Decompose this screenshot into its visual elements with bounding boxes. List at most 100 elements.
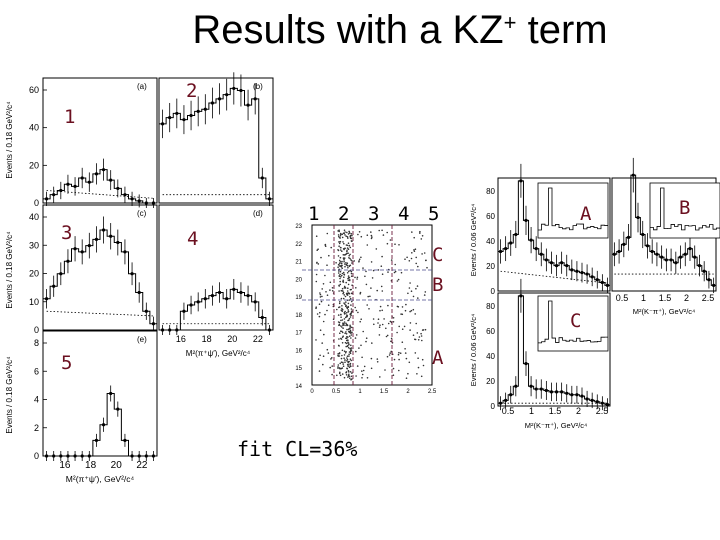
- y-tick-label-a: 20: [29, 160, 39, 170]
- scatter-point: [346, 307, 349, 310]
- scatter-label-4: 4: [398, 203, 410, 225]
- scatter-point: [423, 294, 426, 296]
- y-tick-label-e: 6: [34, 366, 39, 376]
- scatter-point: [349, 377, 351, 380]
- scatter-point: [389, 320, 392, 323]
- panel-frame-f: [497, 177, 611, 292]
- scatter-point: [409, 329, 411, 331]
- scatter-point: [366, 377, 369, 379]
- scatter-point: [392, 367, 395, 370]
- right-y-tick-f: 60: [486, 212, 495, 221]
- x-tick-label-e: 22: [136, 460, 148, 471]
- scatter-point: [342, 257, 345, 259]
- scatter-point: [347, 319, 349, 322]
- scatter-point: [385, 327, 387, 330]
- scatter-point: [347, 279, 350, 282]
- scatter-point: [338, 290, 340, 292]
- scatter-point: [403, 325, 406, 328]
- scatter-point: [341, 308, 344, 311]
- scatter-point: [338, 302, 341, 305]
- scatter-point: [349, 327, 351, 329]
- scatter-point: [347, 270, 350, 273]
- scatter-point: [424, 291, 427, 293]
- scatter-point: [386, 355, 389, 358]
- scatter-point: [324, 245, 327, 247]
- scatter-point: [348, 330, 350, 333]
- panel-frame-h: [497, 292, 611, 407]
- scatter-point: [339, 301, 341, 303]
- scatter-point: [339, 240, 342, 243]
- scatter-point: [348, 257, 350, 259]
- histogram-line: [43, 393, 157, 457]
- scatter-point: [347, 346, 350, 349]
- panel-frame-a: [42, 77, 158, 204]
- scatter-point: [422, 329, 425, 331]
- scatter-point: [401, 328, 404, 331]
- scatter-point: [379, 309, 381, 312]
- scatter-point: [413, 250, 416, 252]
- scatter-point: [320, 300, 323, 303]
- scatter-point: [350, 240, 353, 242]
- scatter-point: [337, 264, 340, 266]
- xlabel-d: M²(π⁺ψ′), GeV²/c⁴: [186, 349, 251, 358]
- scatter-point: [354, 276, 356, 279]
- scatter-point: [344, 359, 346, 361]
- scatter-point: [329, 289, 331, 291]
- scatter-point: [366, 234, 369, 236]
- scatter-point: [347, 242, 350, 244]
- scatter-point: [387, 271, 389, 273]
- scatter-point: [348, 279, 351, 282]
- scatter-point: [404, 348, 406, 350]
- scatter-x-tick: 0: [310, 389, 314, 395]
- right-x-tick-h: 1: [529, 406, 534, 416]
- scatter-frame: [311, 224, 433, 386]
- y-tick-label-e: 4: [34, 395, 39, 405]
- scatter-point: [326, 348, 329, 351]
- scatter-point: [363, 365, 366, 368]
- right-y-tick-f: 20: [486, 262, 495, 271]
- panel-frame-d: [158, 204, 274, 331]
- scatter-point: [412, 295, 415, 298]
- scatter-point: [347, 311, 349, 313]
- scatter-point: [387, 304, 389, 307]
- scatter-point: [343, 248, 345, 251]
- region-label-a-top: A: [580, 203, 592, 225]
- scatter-point: [340, 316, 342, 319]
- scatter-point: [400, 313, 402, 315]
- scatter-y-tick: 20: [295, 277, 302, 283]
- scatter-point: [338, 275, 341, 277]
- scatter-point: [377, 318, 380, 321]
- x-tick-label-d: 22: [253, 334, 263, 344]
- scatter-point: [318, 303, 321, 306]
- scatter-point: [351, 262, 353, 264]
- scatter-point: [338, 338, 340, 340]
- scatter-point: [339, 277, 341, 280]
- scatter-point: [319, 329, 322, 332]
- scatter-point: [340, 262, 343, 265]
- scatter-point: [367, 295, 370, 298]
- scatter-point: [360, 235, 363, 238]
- scatter-point: [341, 354, 343, 357]
- right-x-tick-g: 2.5: [702, 293, 715, 303]
- scatter-x-tick: 1.5: [380, 389, 389, 395]
- scatter-point: [405, 303, 407, 306]
- scatter-point: [349, 316, 352, 318]
- scatter-point: [346, 247, 349, 249]
- scatter-point: [392, 321, 395, 323]
- scatter-point: [421, 253, 423, 255]
- scatter-point: [341, 342, 344, 344]
- scatter-point: [343, 260, 345, 263]
- scatter-point: [358, 231, 361, 233]
- scatter-point: [322, 320, 325, 323]
- scatter-point: [389, 239, 392, 241]
- scatter-point: [397, 353, 400, 356]
- scatter-point: [341, 250, 343, 252]
- scatter-point: [348, 366, 351, 369]
- scatter-point: [414, 248, 417, 250]
- scatter-point: [361, 377, 363, 379]
- scatter-point: [315, 339, 317, 341]
- scatter-point: [319, 293, 322, 296]
- scatter-point: [368, 308, 370, 310]
- scatter-point: [344, 310, 346, 313]
- right-y-tick-h: 80: [486, 302, 495, 311]
